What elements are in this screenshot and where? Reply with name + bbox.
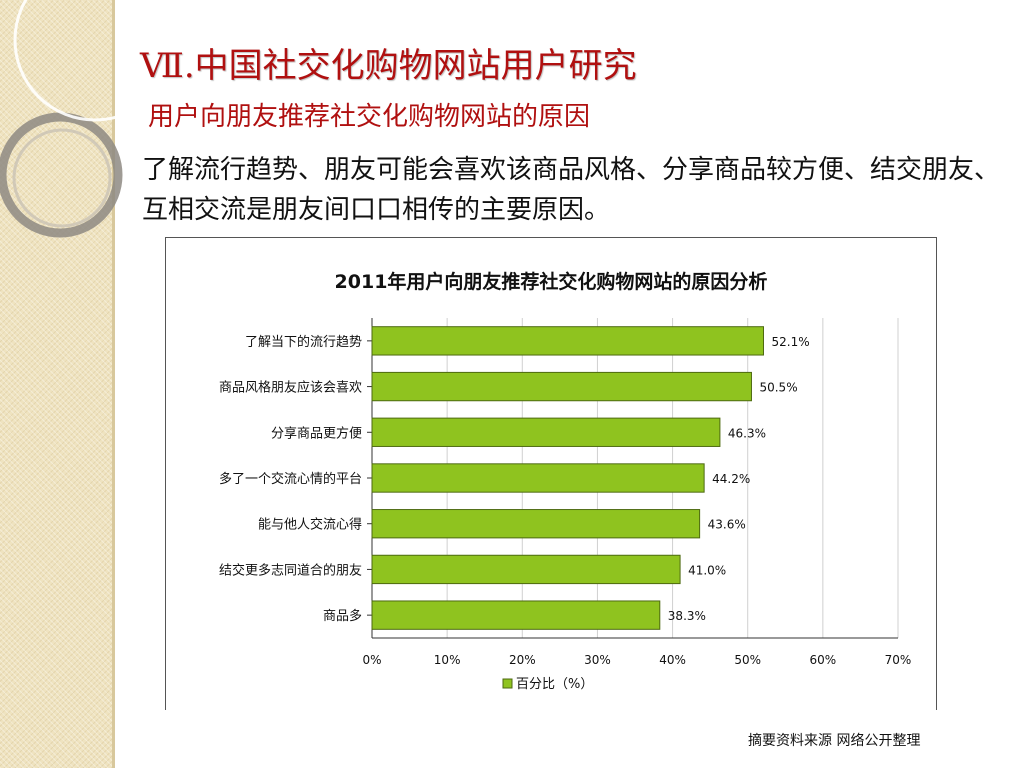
legend-swatch: [502, 678, 513, 689]
x-tick-label: 10%: [434, 653, 461, 667]
category-label: 商品多: [323, 608, 362, 624]
slide-body-text: 了解流行趋势、朋友可能会喜欢该商品风格、分享商品较方便、结交朋友、互相交流是朋友…: [142, 155, 1001, 225]
source-note: 摘要资料来源 网络公开整理: [748, 733, 921, 749]
bar: [371, 509, 701, 539]
x-tick-label: 0%: [362, 653, 381, 667]
category-label: 多了一个交流心情的平台: [219, 471, 362, 487]
bar: [371, 326, 764, 356]
bar: [371, 417, 721, 447]
chart-title: 2011年用户向朋友推荐社交化购物网站的原因分析: [335, 270, 768, 293]
chart-container: 2011年用户向朋友推荐社交化购物网站的原因分析 0% 10% 20% 30% 40% 50…: [165, 237, 937, 710]
side-panel-border: [112, 0, 115, 768]
bar-chart: 2011年用户向朋友推荐社交化购物网站的原因分析 0% 10% 20% 30% 40% 50…: [219, 270, 912, 692]
category-label: 商品风格朋友应该会喜欢: [219, 380, 362, 396]
slide-title: Ⅶ.中国社交化购物网站用户研究: [140, 46, 637, 86]
category-label: 了解当下的流行趋势: [245, 334, 362, 350]
data-label: 50.5%: [759, 381, 797, 395]
bar: [371, 371, 752, 402]
data-label: 43.6%: [708, 518, 746, 532]
data-label: 46.3%: [728, 426, 766, 440]
x-tick-label: 20%: [509, 653, 536, 667]
category-label: 能与他人交流心得: [258, 517, 362, 533]
legend-label: 百分比（%）: [516, 677, 593, 692]
data-label: 44.2%: [712, 472, 750, 486]
data-label: 52.1%: [771, 335, 809, 349]
data-label: 38.3%: [668, 609, 706, 623]
decorative-rings: [0, 0, 177, 238]
x-tick-label: 30%: [584, 653, 611, 667]
category-label: 结交更多志同道合的朋友: [219, 562, 362, 578]
x-tick-label: 60%: [810, 653, 837, 667]
data-label: 41.0%: [688, 563, 726, 577]
bar: [371, 600, 661, 630]
x-tick-label: 40%: [659, 653, 686, 667]
x-tick-label: 50%: [734, 653, 761, 667]
x-tick-label: 70%: [885, 653, 912, 667]
slide-subtitle: 用户向朋友推荐社交化购物网站的原因: [148, 102, 591, 132]
bar: [371, 463, 705, 493]
bar: [371, 554, 681, 585]
category-label: 分享商品更方便: [271, 425, 362, 441]
